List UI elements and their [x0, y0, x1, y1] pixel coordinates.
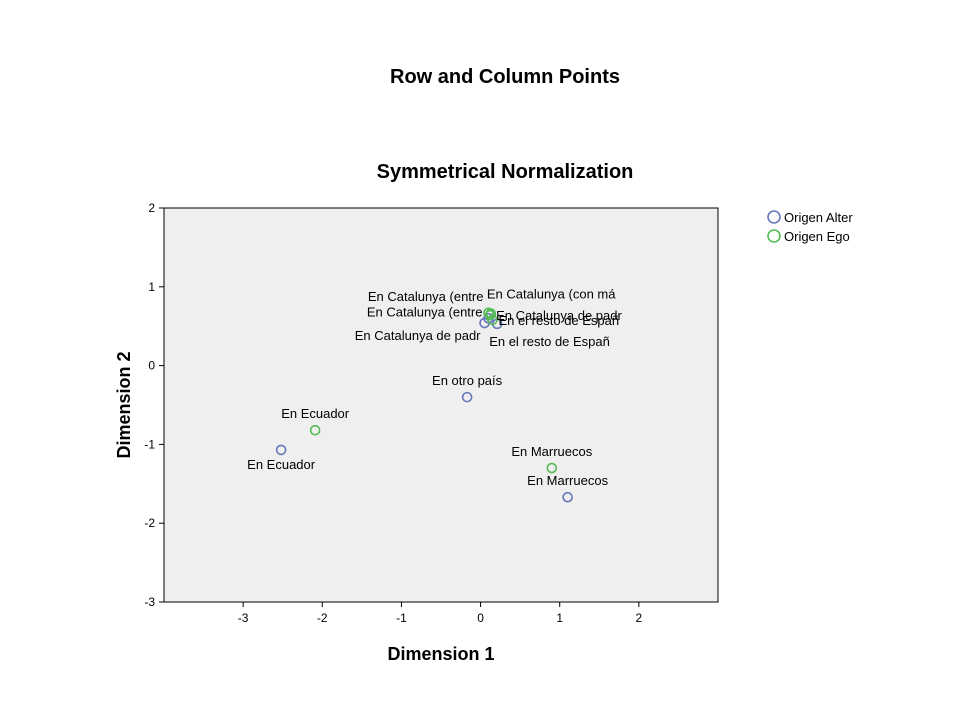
axis-ticks: -3 -2 -1 0 1 2 2 1 0 -1 -2 -3: [144, 201, 642, 625]
data-point: [309, 424, 321, 436]
y-axis-title: Dimension 2: [114, 351, 134, 458]
data-point: [461, 391, 473, 403]
point-label: En Catalunya (entre: [368, 289, 484, 304]
x-tick-label: 1: [556, 611, 563, 625]
y-tick-label: -2: [144, 516, 155, 530]
point-label: En otro país: [432, 373, 503, 388]
point-label: En Marruecos: [511, 444, 592, 459]
y-tick-label: -1: [144, 437, 155, 451]
data-point: [275, 444, 287, 456]
y-tick-label: 0: [148, 359, 155, 373]
data-points: [275, 307, 573, 503]
point-label: En Ecuador: [281, 406, 350, 421]
plot-area: [163, 207, 719, 603]
legend-label: Origen Ego: [784, 229, 850, 244]
data-point: [546, 462, 558, 474]
legend-marker: [767, 210, 781, 224]
point-label: En el resto de Españ: [498, 313, 619, 328]
x-axis-title: Dimension 1: [387, 644, 494, 664]
point-label: En Catalunya de padr: [355, 328, 481, 343]
y-tick-label: -3: [144, 595, 155, 609]
point-label: En el resto de Españ: [489, 334, 610, 349]
point-label: En Catalunya (con má: [487, 287, 616, 302]
x-tick-label: -1: [396, 611, 407, 625]
x-tick-label: -2: [317, 611, 328, 625]
x-tick-label: 2: [636, 611, 643, 625]
x-tick-label: -3: [238, 611, 249, 625]
x-tick-label: 0: [477, 611, 484, 625]
y-tick-label: 1: [148, 280, 155, 294]
point-label: En Marruecos: [527, 473, 608, 488]
legend: Origen Alter Origen Ego: [767, 210, 853, 244]
point-label: En Ecuador: [247, 457, 316, 472]
y-tick-label: 2: [148, 201, 155, 215]
data-point: [487, 314, 498, 326]
chart-subtitle: Symmetrical Normalization: [376, 161, 634, 183]
legend-label: Origen Alter: [784, 210, 853, 225]
point-label: En Catalunya de padr: [496, 308, 622, 323]
legend-marker: [767, 229, 781, 243]
point-label: En Catalunya (entre: [367, 304, 483, 319]
chart-title: Row and Column Points: [390, 66, 620, 88]
data-point: [562, 491, 573, 503]
